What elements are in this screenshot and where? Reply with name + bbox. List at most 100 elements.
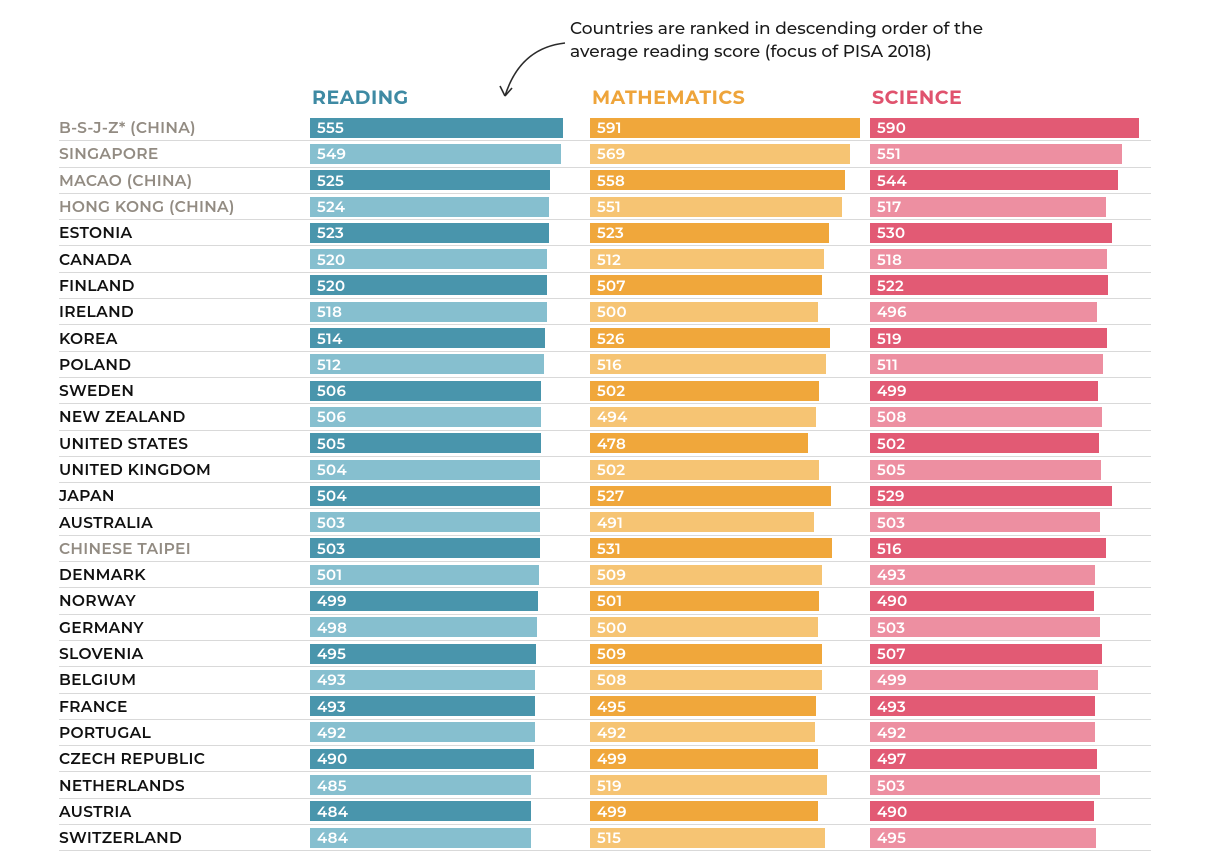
science-cell: 490: [870, 800, 1150, 822]
table-row: GERMANY 498 500 503: [59, 615, 1151, 641]
math-cell: 516: [590, 353, 870, 375]
math-cell: 502: [590, 459, 870, 481]
math-cell: 509: [590, 643, 870, 665]
reading-cell: 518: [310, 301, 590, 323]
reading-cell: 514: [310, 327, 590, 349]
reading-bar: 525: [310, 170, 550, 190]
reading-value: 520: [310, 276, 345, 295]
reading-cell: 492: [310, 721, 590, 743]
science-cell: 522: [870, 274, 1150, 296]
science-cell: 511: [870, 353, 1150, 375]
reading-value: 555: [310, 118, 344, 137]
reading-bar: 493: [310, 670, 535, 690]
math-bar: 507: [590, 275, 822, 295]
math-bar: 551: [590, 197, 842, 217]
table-row: AUSTRIA 484 499 490: [59, 799, 1151, 825]
table-row: ESTONIA 523 523 530: [59, 220, 1151, 246]
reading-bar: 495: [310, 644, 536, 664]
reading-bar: 518: [310, 302, 547, 322]
country-label: PORTUGAL: [59, 723, 310, 742]
reading-bar: 504: [310, 460, 540, 480]
reading-cell: 503: [310, 511, 590, 533]
math-cell: 495: [590, 695, 870, 717]
science-cell: 508: [870, 406, 1150, 428]
science-value: 505: [870, 460, 906, 479]
reading-cell: 523: [310, 222, 590, 244]
math-bar: 523: [590, 223, 829, 243]
table-row: BELGIUM 493 508 499: [59, 667, 1151, 693]
math-bar: 569: [590, 144, 850, 164]
reading-value: 501: [310, 565, 342, 584]
reading-value: 512: [310, 355, 341, 374]
table-row: KOREA 514 526 519: [59, 325, 1151, 351]
math-value: 500: [590, 302, 627, 321]
science-bar: 493: [870, 696, 1095, 716]
country-label: AUSTRALIA: [59, 513, 310, 532]
reading-bar: 503: [310, 512, 540, 532]
science-bar: 507: [870, 644, 1102, 664]
math-value: 527: [590, 486, 624, 505]
reading-bar: 555: [310, 118, 563, 138]
math-value: 519: [590, 776, 622, 795]
science-cell: 530: [870, 222, 1150, 244]
math-bar: 491: [590, 512, 814, 532]
reading-value: 524: [310, 197, 345, 216]
science-bar: 503: [870, 617, 1100, 637]
math-value: 500: [590, 618, 627, 637]
math-value: 558: [590, 171, 625, 190]
science-cell: 493: [870, 564, 1150, 586]
reading-cell: 549: [310, 143, 590, 165]
math-cell: 507: [590, 274, 870, 296]
pisa-chart: READING MATHEMATICS SCIENCE B-S-J-Z* (CH…: [59, 86, 1151, 851]
science-bar: 517: [870, 197, 1106, 217]
country-label: CANADA: [59, 250, 310, 269]
math-bar: 512: [590, 249, 824, 269]
table-row: NEW ZEALAND 506 494 508: [59, 404, 1151, 430]
reading-bar: 503: [310, 538, 540, 558]
reading-value: 484: [310, 802, 348, 821]
table-row: B-S-J-Z* (CHINA) 555 591 590: [59, 115, 1151, 141]
reading-bar: 498: [310, 617, 537, 637]
reading-bar: 490: [310, 749, 534, 769]
math-bar: 515: [590, 828, 825, 848]
header-reading: READING: [310, 86, 590, 109]
table-row: POLAND 512 516 511: [59, 352, 1151, 378]
reading-value: 504: [310, 486, 347, 505]
science-bar: 495: [870, 828, 1096, 848]
science-bar: 518: [870, 249, 1107, 269]
science-bar: 522: [870, 275, 1108, 295]
science-bar: 508: [870, 407, 1102, 427]
table-row: CZECH REPUBLIC 490 499 497: [59, 746, 1151, 772]
table-row: PORTUGAL 492 492 492: [59, 720, 1151, 746]
reading-cell: 493: [310, 695, 590, 717]
math-cell: 531: [590, 537, 870, 559]
math-value: 502: [590, 381, 625, 400]
reading-value: 514: [310, 329, 343, 348]
table-row: CANADA 520 512 518: [59, 246, 1151, 272]
reading-value: 504: [310, 460, 347, 479]
math-bar: 519: [590, 775, 827, 795]
header-mathematics: MATHEMATICS: [590, 86, 870, 109]
country-label: POLAND: [59, 355, 310, 374]
science-value: 495: [870, 828, 906, 847]
reading-value: 498: [310, 618, 347, 637]
math-cell: 502: [590, 380, 870, 402]
science-cell: 503: [870, 616, 1150, 638]
science-cell: 493: [870, 695, 1150, 717]
reading-cell: 512: [310, 353, 590, 375]
table-row: UNITED KINGDOM 504 502 505: [59, 457, 1151, 483]
reading-bar: 485: [310, 775, 531, 795]
math-value: 491: [590, 513, 623, 532]
table-row: SWEDEN 506 502 499: [59, 378, 1151, 404]
reading-value: 495: [310, 644, 346, 663]
science-cell: 516: [870, 537, 1150, 559]
math-cell: 509: [590, 564, 870, 586]
science-value: 508: [870, 407, 907, 426]
math-bar: 478: [590, 433, 808, 453]
science-bar: 503: [870, 512, 1100, 532]
math-bar: 558: [590, 170, 845, 190]
reading-cell: 485: [310, 774, 590, 796]
math-value: 569: [590, 144, 625, 163]
table-row: SINGAPORE 549 569 551: [59, 141, 1151, 167]
science-value: 511: [870, 355, 898, 374]
